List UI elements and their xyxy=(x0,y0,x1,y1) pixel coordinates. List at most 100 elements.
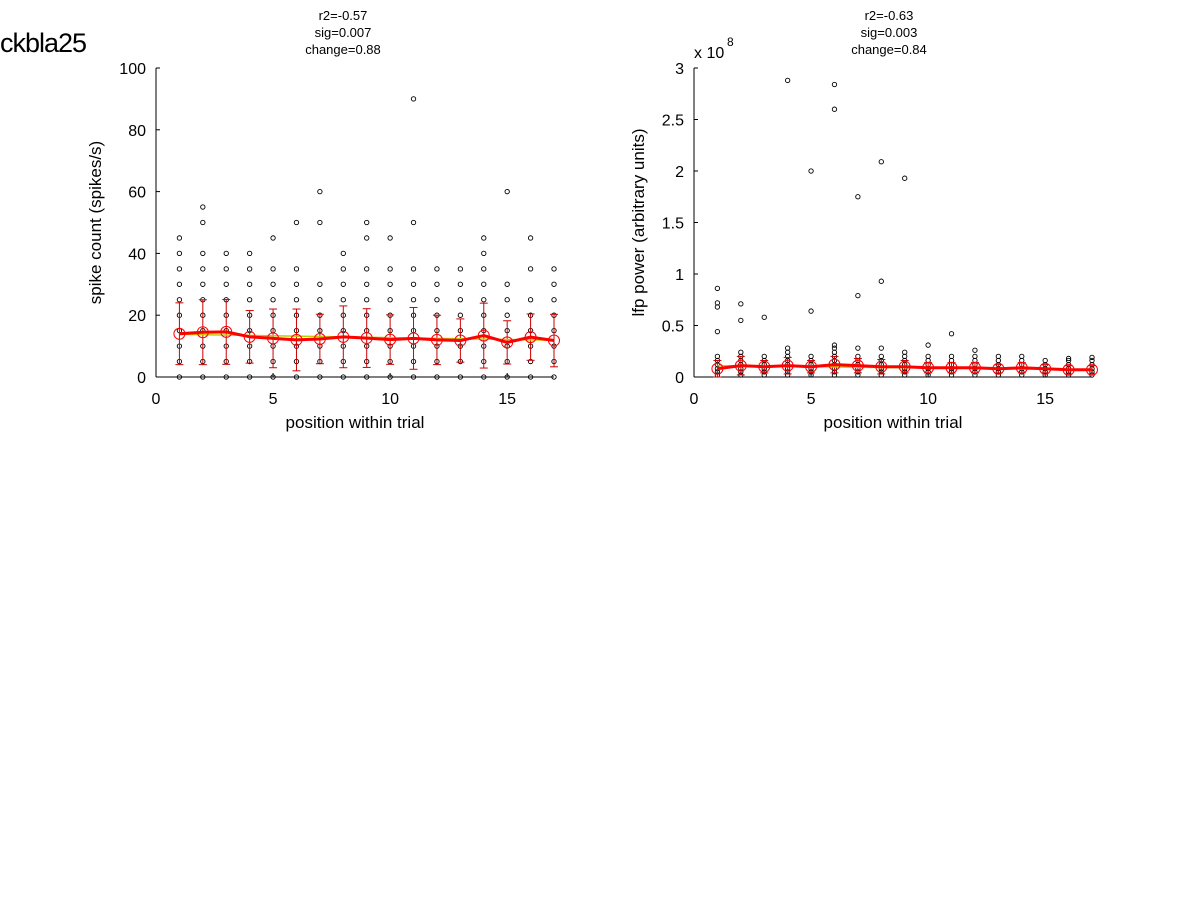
y-tick-label: 3 xyxy=(675,61,684,78)
mean-marker xyxy=(805,360,818,373)
mean-marker xyxy=(711,362,724,375)
data-point xyxy=(387,297,393,303)
figure-title: ckbla25 xyxy=(0,28,87,58)
mean-marker xyxy=(477,329,490,342)
mean-marker xyxy=(945,361,958,374)
data-point xyxy=(200,266,206,272)
data-point xyxy=(878,278,884,284)
data-point xyxy=(1042,357,1048,364)
data-point xyxy=(761,353,767,360)
data-point xyxy=(504,312,510,318)
data-point xyxy=(855,292,861,299)
data-point xyxy=(410,297,417,303)
y-tick-label: 1 xyxy=(675,267,684,284)
mean-marker xyxy=(1039,362,1052,375)
data-point xyxy=(317,188,323,195)
data-point xyxy=(1019,353,1025,360)
data-point xyxy=(364,374,370,380)
mean-line xyxy=(717,363,1092,372)
data-point xyxy=(317,374,323,380)
mean-marker xyxy=(196,326,209,339)
mean-marker xyxy=(781,359,794,372)
panel-title-line: sig=0.007 xyxy=(315,25,372,40)
mean-marker xyxy=(1015,361,1028,374)
data-point xyxy=(1065,355,1072,362)
y-tick-label: 100 xyxy=(119,61,146,78)
data-point xyxy=(340,266,346,272)
data-point xyxy=(855,345,861,351)
data-point xyxy=(1089,357,1095,364)
data-point xyxy=(200,374,206,380)
data-point xyxy=(878,159,884,165)
mean-marker xyxy=(173,327,186,340)
data-point xyxy=(551,374,557,380)
data-point xyxy=(831,345,838,351)
data-point xyxy=(972,347,978,353)
data-point xyxy=(995,353,1002,360)
data-point xyxy=(270,235,276,241)
mean-marker xyxy=(1062,363,1075,376)
data-point xyxy=(831,81,838,88)
data-point xyxy=(902,349,908,355)
data-point xyxy=(808,353,814,360)
y-tick-label: 0 xyxy=(137,370,146,387)
mean-marker xyxy=(758,360,771,373)
data-point xyxy=(481,250,487,257)
data-point xyxy=(481,266,487,272)
data-point xyxy=(457,312,464,318)
x-tick-label: 15 xyxy=(1036,391,1054,408)
x-tick-label: 10 xyxy=(919,391,937,408)
data-point xyxy=(504,374,510,380)
mean-marker xyxy=(360,332,373,345)
data-point xyxy=(925,353,931,360)
data-point xyxy=(410,374,417,380)
data-point xyxy=(481,235,487,241)
mean-marker xyxy=(407,332,420,345)
data-point xyxy=(457,266,464,272)
data-point xyxy=(270,266,276,272)
mean-marker xyxy=(384,333,397,346)
y-tick-label: 40 xyxy=(128,246,146,263)
data-point xyxy=(481,281,487,287)
data-point xyxy=(527,374,534,380)
data-point xyxy=(808,308,814,314)
data-point xyxy=(714,329,721,335)
data-point xyxy=(200,250,206,257)
data-point xyxy=(364,266,370,272)
x-tick-label: 0 xyxy=(690,391,699,408)
mean-marker xyxy=(501,336,514,349)
data-point xyxy=(340,250,346,257)
mean-marker xyxy=(734,359,747,372)
x-tick-label: 5 xyxy=(807,391,816,408)
x-tick-label: 10 xyxy=(381,391,399,408)
data-point xyxy=(387,266,393,272)
data-point xyxy=(176,374,183,380)
panel-title-line: sig=0.003 xyxy=(861,25,918,40)
panel-title-line: change=0.84 xyxy=(851,42,927,57)
x-axis-label: position within trial xyxy=(286,413,425,432)
data-point xyxy=(714,353,721,360)
mean-marker xyxy=(430,333,443,346)
data-point xyxy=(293,297,300,303)
mean-marker xyxy=(548,334,560,347)
data-point xyxy=(504,281,510,287)
data-point xyxy=(714,300,721,306)
panel-title-line: change=0.88 xyxy=(305,42,381,57)
data-point xyxy=(855,194,861,200)
data-point xyxy=(714,285,721,292)
data-point xyxy=(878,345,884,351)
data-point xyxy=(410,96,417,102)
data-point xyxy=(246,281,253,287)
data-point xyxy=(457,281,464,287)
data-point xyxy=(364,297,370,303)
x-tick-label: 5 xyxy=(269,391,278,408)
data-point xyxy=(527,297,534,303)
data-point xyxy=(223,250,229,257)
data-point xyxy=(340,374,346,380)
data-point xyxy=(176,297,183,303)
mean-marker xyxy=(267,332,280,345)
data-point xyxy=(387,281,393,287)
y-tick-label: 20 xyxy=(128,308,146,325)
data-point xyxy=(293,219,300,226)
